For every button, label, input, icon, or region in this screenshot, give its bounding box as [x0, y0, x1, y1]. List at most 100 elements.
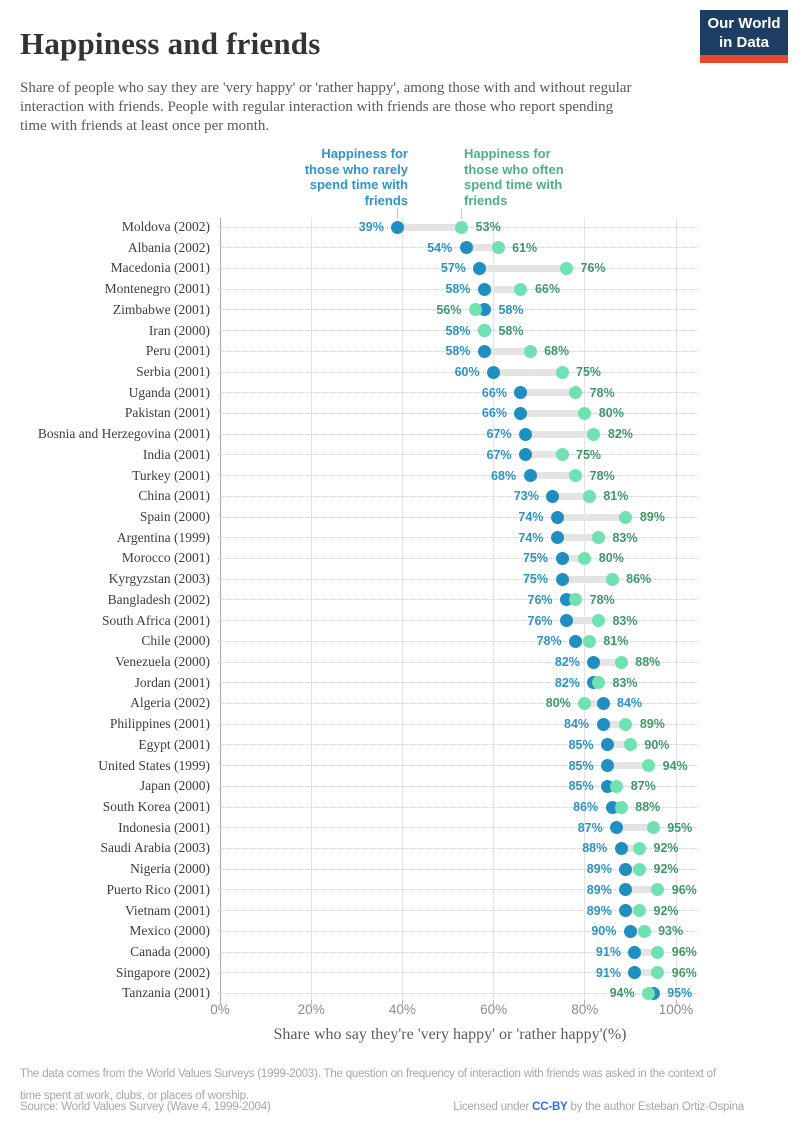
rarely-dot[interactable]: [601, 759, 615, 773]
rarely-dot[interactable]: [487, 365, 501, 379]
dumbbell-connector: [525, 451, 562, 459]
often-dot[interactable]: [578, 551, 592, 565]
often-value-label: 94%: [662, 758, 688, 773]
dumbbell-connector: [625, 865, 640, 873]
row-gridline: [220, 495, 698, 497]
rarely-dot[interactable]: [619, 862, 633, 876]
rarely-dot[interactable]: [569, 634, 583, 648]
rarely-dot[interactable]: [519, 448, 533, 462]
often-dot[interactable]: [614, 800, 628, 814]
row-gridline: [220, 889, 698, 891]
often-dot[interactable]: [646, 821, 660, 835]
rarely-dot[interactable]: [514, 406, 528, 420]
dumbbell-connector: [630, 927, 645, 935]
often-dot[interactable]: [569, 386, 583, 400]
often-dot[interactable]: [633, 841, 647, 855]
often-value-label: 83%: [612, 613, 638, 628]
often-value-label: 80%: [598, 406, 624, 421]
rarely-dot[interactable]: [623, 924, 637, 938]
rarely-dot[interactable]: [477, 344, 491, 358]
often-dot[interactable]: [642, 759, 656, 773]
often-value-label: 96%: [671, 965, 697, 980]
x-gridline: [493, 218, 495, 1000]
row-gridline: [220, 992, 698, 994]
often-dot[interactable]: [468, 303, 482, 317]
rarely-dot[interactable]: [619, 904, 633, 918]
often-dot[interactable]: [523, 344, 537, 358]
often-dot[interactable]: [642, 986, 656, 1000]
often-dot[interactable]: [610, 779, 624, 793]
often-dot[interactable]: [569, 469, 583, 483]
rarely-dot[interactable]: [473, 261, 487, 275]
rarely-dot[interactable]: [619, 883, 633, 897]
rarely-dot[interactable]: [610, 821, 624, 835]
often-dot[interactable]: [578, 406, 592, 420]
often-dot[interactable]: [555, 448, 569, 462]
rarely-dot[interactable]: [477, 282, 491, 296]
often-dot[interactable]: [633, 862, 647, 876]
rarely-value-label: 60%: [454, 365, 480, 379]
often-dot[interactable]: [605, 572, 619, 586]
rarely-dot[interactable]: [459, 241, 473, 255]
x-tick-mark: [310, 1000, 312, 1005]
rarely-dot[interactable]: [523, 469, 537, 483]
often-dot[interactable]: [619, 510, 633, 524]
rarely-dot[interactable]: [550, 531, 564, 545]
often-dot[interactable]: [560, 261, 574, 275]
rarely-value-label: 85%: [568, 758, 594, 773]
often-dot[interactable]: [514, 282, 528, 296]
legend-rarely-label: Happiness for those who rarely spend tim…: [304, 146, 408, 208]
row-gridline: [220, 392, 698, 394]
country-label: Macedonia (2001): [110, 260, 210, 276]
often-dot[interactable]: [651, 966, 665, 980]
often-value-label: 53%: [475, 220, 501, 234]
dumbbell-connector: [479, 264, 567, 272]
rarely-dot[interactable]: [514, 386, 528, 400]
rarely-dot[interactable]: [555, 572, 569, 586]
rarely-value-label: 58%: [498, 302, 524, 317]
rarely-value-label: 86%: [573, 800, 599, 815]
rarely-dot[interactable]: [546, 489, 560, 503]
x-gridline: [675, 218, 677, 1000]
often-dot[interactable]: [455, 220, 469, 234]
often-dot[interactable]: [587, 427, 601, 441]
often-dot[interactable]: [555, 365, 569, 379]
often-dot[interactable]: [582, 634, 596, 648]
row-gridline: [220, 330, 698, 332]
often-dot[interactable]: [578, 696, 592, 710]
often-dot[interactable]: [623, 738, 637, 752]
often-dot[interactable]: [582, 489, 596, 503]
country-label: China (2001): [138, 488, 210, 504]
dumbbell-connector: [575, 637, 590, 645]
often-dot[interactable]: [591, 531, 605, 545]
owid-logo[interactable]: Our World in Data: [700, 10, 788, 63]
rarely-value-label: 91%: [595, 965, 621, 980]
rarely-dot[interactable]: [550, 510, 564, 524]
rarely-dot[interactable]: [596, 696, 610, 710]
rarely-dot[interactable]: [628, 945, 642, 959]
often-dot[interactable]: [637, 924, 651, 938]
rarely-dot[interactable]: [560, 614, 574, 628]
often-dot[interactable]: [614, 655, 628, 669]
rarely-dot[interactable]: [555, 551, 569, 565]
rarely-dot[interactable]: [519, 427, 533, 441]
often-dot[interactable]: [477, 324, 491, 338]
country-label: Pakistan (2001): [124, 405, 210, 421]
often-dot[interactable]: [619, 717, 633, 731]
often-dot[interactable]: [651, 945, 665, 959]
rarely-dot[interactable]: [391, 220, 405, 234]
rarely-dot[interactable]: [614, 841, 628, 855]
row-gridline: [220, 972, 698, 974]
often-dot[interactable]: [651, 883, 665, 897]
rarely-dot[interactable]: [601, 738, 615, 752]
often-dot[interactable]: [569, 593, 583, 607]
rarely-dot[interactable]: [596, 717, 610, 731]
often-dot[interactable]: [591, 614, 605, 628]
often-dot[interactable]: [591, 676, 605, 690]
country-label: Spain (2000): [139, 509, 210, 525]
often-dot[interactable]: [633, 904, 647, 918]
rarely-dot[interactable]: [628, 966, 642, 980]
often-dot[interactable]: [491, 241, 505, 255]
rarely-dot[interactable]: [587, 655, 601, 669]
cc-by-link[interactable]: CC-BY: [532, 1101, 568, 1113]
